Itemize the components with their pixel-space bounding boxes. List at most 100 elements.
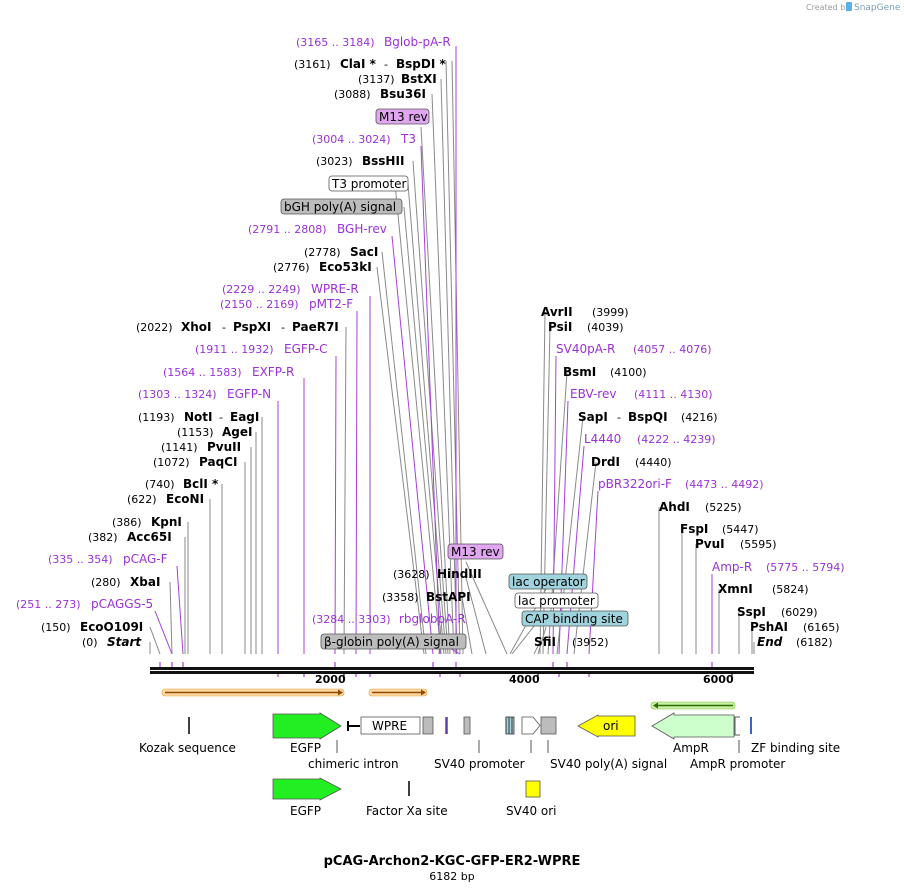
svg-text:(1193): (1193) <box>138 411 175 424</box>
svg-text:(1141): (1141) <box>161 441 198 454</box>
site-label: SfiI <box>534 635 556 649</box>
boxed-feature-labels: M13 rev T3 promoter bGH poly(A) signal M… <box>280 108 629 650</box>
svg-text:pCAG-F: pCAG-F <box>123 552 168 566</box>
svg-text:(4039): (4039) <box>587 321 624 334</box>
svg-text:(4473 .. 4492): (4473 .. 4492) <box>685 478 764 491</box>
svg-text:(6182): (6182) <box>796 636 833 649</box>
bglobin-polya-box <box>320 633 467 650</box>
site-label: XhoI <box>181 320 212 334</box>
svg-text:(740): (740) <box>145 478 175 491</box>
restriction-sites-right: AvrII (3999) PsiI (4039) SV40pA-R (4057 … <box>534 305 845 649</box>
site-label: SapI <box>578 410 608 424</box>
svg-text:(3952): (3952) <box>572 636 609 649</box>
svg-text:(0): (0) <box>82 636 98 649</box>
site-label: PshAI <box>750 620 788 634</box>
svg-text:M13 rev: M13 rev <box>451 545 500 559</box>
restriction-sites-left: (3165 .. 3184) Bglob-pA-R (3161) ClaI * … <box>16 35 482 649</box>
svg-text:(2776): (2776) <box>273 261 310 274</box>
site-label: PaqCI <box>199 455 237 469</box>
svg-text:(335 .. 354): (335 .. 354) <box>48 553 113 566</box>
t3-promoter-box <box>328 175 409 192</box>
svg-text:(3088): (3088) <box>334 88 371 101</box>
bgh-polya-box <box>280 198 403 215</box>
svg-text:pCAGGS-5: pCAGGS-5 <box>91 597 153 611</box>
site-label: PaeR7I <box>292 320 339 334</box>
svg-text:T3: T3 <box>400 132 416 146</box>
axis-tick-label: 4000 <box>509 673 540 686</box>
primer-range: (3165 .. 3184) <box>296 36 375 49</box>
svg-text:EGFP-C: EGFP-C <box>284 342 327 356</box>
site-leader-lines <box>149 60 755 655</box>
site-marks <box>159 662 713 677</box>
site-label: BssHII <box>362 154 404 168</box>
m13-rev-label: M13 rev <box>379 110 428 124</box>
svg-text:(1911 .. 1932): (1911 .. 1932) <box>195 343 274 356</box>
svg-text:(1564 .. 1583): (1564 .. 1583) <box>163 366 242 379</box>
svg-text:BGH-rev: BGH-rev <box>337 222 387 236</box>
svg-text:(2229 .. 2249): (2229 .. 2249) <box>222 283 301 296</box>
axis-tick-label: 6000 <box>703 673 734 686</box>
svg-text:(3628): (3628) <box>393 568 430 581</box>
m13-rev-mid-box <box>447 543 504 560</box>
svg-text:SV40 poly(A) signal: SV40 poly(A) signal <box>550 757 667 771</box>
plasmid-length: 6182 bp <box>429 870 474 883</box>
svg-text:pMT2-F: pMT2-F <box>309 297 353 311</box>
svg-text:(1153): (1153) <box>177 426 214 439</box>
snapgene-logo-icon <box>846 2 852 11</box>
site-label: EcoO109I <box>80 620 143 634</box>
sequence-backbone: 2000 4000 6000 <box>150 662 754 686</box>
svg-text:(3284 .. 3303): (3284 .. 3303) <box>312 613 391 626</box>
svg-text:ZF binding site: ZF binding site <box>751 741 840 755</box>
svg-text:(4440): (4440) <box>635 456 672 469</box>
svg-text:(1303 .. 1324): (1303 .. 1324) <box>138 388 217 401</box>
site-label: PvuII <box>207 440 241 454</box>
site-label: PvuI <box>695 537 725 551</box>
svg-text:(3004 .. 3024): (3004 .. 3024) <box>312 133 391 146</box>
site-label: PspXI <box>233 320 271 334</box>
svg-text:Amp-R: Amp-R <box>712 560 752 574</box>
site-label: Acc65I <box>127 530 172 544</box>
lac-promoter-box <box>514 592 599 609</box>
site-label: XmnI <box>718 582 753 596</box>
svg-text:(6165): (6165) <box>803 621 840 634</box>
intron-mark <box>347 721 360 731</box>
site-label: End <box>757 635 783 649</box>
svg-text:rbglobpA-R: rbglobpA-R <box>399 612 466 626</box>
svg-text:(5225): (5225) <box>705 501 742 514</box>
site-label: BspDI * <box>396 57 446 71</box>
svg-text:(3023): (3023) <box>316 155 353 168</box>
svg-text:SV40 promoter: SV40 promoter <box>434 757 525 771</box>
site-label: HindIII <box>437 567 482 581</box>
site-label: AhdI <box>659 500 690 514</box>
site-label: NotI <box>184 410 213 424</box>
site-label: BstXI <box>401 72 437 86</box>
site-label: BspQI <box>628 410 668 424</box>
lac-operator-box <box>508 573 588 590</box>
svg-text:(2791 .. 2808): (2791 .. 2808) <box>248 223 327 236</box>
svg-text:pBR322ori-F: pBR322ori-F <box>598 477 672 491</box>
site-label: Eco53kI <box>319 260 372 274</box>
sv40-ori-box <box>525 780 541 798</box>
svg-text:(622): (622) <box>127 493 157 506</box>
site-label: BclI * <box>183 477 219 491</box>
svg-text:EGFP: EGFP <box>290 741 321 755</box>
svg-text:-: - <box>384 58 388 71</box>
svg-text:EGFP: EGFP <box>290 804 321 818</box>
feature-row-1: WPRE ori Kozak sequence EGFP chimeric in… <box>139 712 840 771</box>
svg-text:WPRE: WPRE <box>372 719 407 733</box>
svg-text:(2778): (2778) <box>304 246 341 259</box>
snapgene-credit: Created by SnapGene <box>806 2 901 13</box>
svg-text:CAP binding site: CAP binding site <box>525 612 623 626</box>
site-label: XbaI <box>130 575 160 589</box>
site-label: SacI <box>350 245 378 259</box>
site-label: Start <box>107 635 142 649</box>
svg-text:lac operator: lac operator <box>512 575 585 589</box>
egfp-arrow-2 <box>272 777 342 801</box>
svg-text:(2022): (2022) <box>136 321 173 334</box>
primer-bars <box>161 688 736 710</box>
svg-text:(5824): (5824) <box>772 583 809 596</box>
plasmid-title: pCAG-Archon2-KGC-GFP-ER2-WPRE <box>324 854 581 869</box>
svg-text:-: - <box>219 411 223 424</box>
primer-label: Bglob-pA-R <box>384 35 451 49</box>
